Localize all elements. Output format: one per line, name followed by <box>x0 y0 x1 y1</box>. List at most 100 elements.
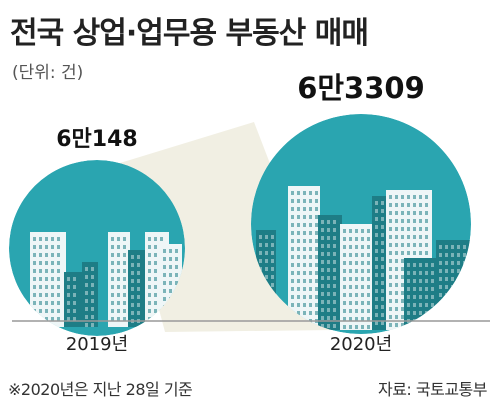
window <box>361 261 364 265</box>
window <box>389 267 392 271</box>
window <box>163 257 166 261</box>
window <box>349 317 352 321</box>
window <box>419 195 422 199</box>
window <box>148 253 151 257</box>
window <box>439 269 442 273</box>
window <box>367 261 370 265</box>
window <box>395 275 398 279</box>
window <box>117 237 120 241</box>
window <box>355 285 358 289</box>
window <box>381 321 384 325</box>
window <box>137 287 140 291</box>
window <box>45 277 48 281</box>
window <box>343 285 346 289</box>
window <box>39 277 42 281</box>
window <box>39 261 42 265</box>
window <box>425 271 428 275</box>
window <box>57 261 60 265</box>
window <box>45 237 48 241</box>
window <box>457 261 460 265</box>
window <box>117 285 120 289</box>
window <box>51 269 54 273</box>
window <box>381 313 384 317</box>
window <box>303 191 306 195</box>
window <box>51 245 54 249</box>
window <box>451 277 454 281</box>
window <box>395 323 398 327</box>
window <box>39 237 42 241</box>
window <box>395 283 398 287</box>
window <box>315 191 318 195</box>
window <box>413 295 416 299</box>
window <box>169 265 172 269</box>
chart-title: 전국 상업·업무용 부동산 매매 <box>10 16 369 51</box>
window <box>51 293 54 297</box>
window <box>160 237 163 241</box>
window <box>355 309 358 313</box>
window <box>131 263 134 267</box>
window <box>131 303 134 307</box>
window <box>367 245 370 249</box>
window <box>169 289 172 293</box>
window <box>439 309 442 313</box>
category-label-2020년: 2020년 <box>330 334 392 355</box>
window <box>45 253 48 257</box>
window <box>425 303 428 307</box>
window <box>67 285 70 289</box>
window <box>163 297 166 301</box>
window <box>361 245 364 249</box>
window <box>309 255 312 259</box>
window <box>395 227 398 231</box>
window <box>291 255 294 259</box>
window <box>45 317 48 321</box>
window <box>137 303 140 307</box>
window <box>451 309 454 313</box>
window <box>361 277 364 281</box>
window <box>111 245 114 249</box>
window <box>315 303 318 307</box>
window <box>175 281 178 285</box>
window <box>297 199 300 203</box>
window <box>137 271 140 275</box>
window <box>355 325 358 329</box>
window <box>303 215 306 219</box>
window <box>389 307 392 311</box>
window <box>375 273 378 277</box>
window <box>381 201 384 205</box>
window <box>395 291 398 295</box>
window <box>439 261 442 265</box>
window <box>449 295 452 299</box>
window <box>175 249 178 253</box>
window <box>297 239 300 243</box>
window <box>303 295 306 299</box>
window <box>309 215 312 219</box>
window <box>309 199 312 203</box>
building-1 <box>64 272 82 327</box>
window <box>117 277 120 281</box>
window <box>321 276 324 280</box>
window <box>51 301 54 305</box>
window <box>445 285 448 289</box>
window <box>445 269 448 273</box>
window <box>315 199 318 203</box>
window <box>463 285 466 289</box>
window <box>123 277 126 281</box>
window <box>175 265 178 269</box>
window <box>431 295 434 299</box>
window <box>407 203 410 207</box>
window <box>303 207 306 211</box>
window <box>401 275 404 279</box>
window <box>395 307 398 311</box>
window <box>309 247 312 251</box>
window <box>381 257 384 261</box>
window <box>445 253 448 257</box>
window <box>449 311 452 315</box>
window <box>169 281 172 285</box>
window <box>375 225 378 229</box>
window <box>33 269 36 273</box>
window <box>381 209 384 213</box>
window <box>39 293 42 297</box>
window <box>343 301 346 305</box>
window <box>297 303 300 307</box>
window <box>291 271 294 275</box>
